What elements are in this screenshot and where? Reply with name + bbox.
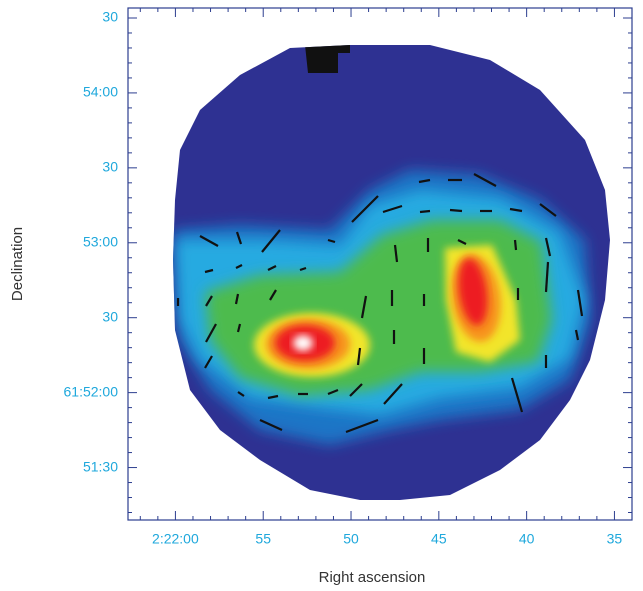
- intensity-map: [173, 45, 610, 500]
- plot-frame: [127, 7, 633, 521]
- y-tick-label: 30: [102, 159, 118, 175]
- x-tick-label: 40: [519, 531, 535, 547]
- y-axis-label: Declination: [9, 227, 26, 301]
- x-tick-label: 35: [607, 531, 623, 547]
- x-tick-label: 55: [255, 531, 271, 547]
- y-tick-label: 51:30: [83, 458, 118, 474]
- x-tick-label: 2:22:00: [152, 531, 199, 547]
- y-tick-label: 61:52:00: [64, 383, 119, 399]
- y-tick-label: 30: [102, 9, 118, 25]
- y-tick-label: 53:00: [83, 233, 118, 249]
- polarization-vectors: [176, 173, 584, 434]
- x-axis-label: Right ascension: [319, 569, 426, 586]
- y-tick-label: 30: [102, 308, 118, 324]
- x-tick-label: 50: [343, 531, 359, 547]
- x-tick-label: 45: [431, 531, 447, 547]
- y-tick-label: 54:00: [83, 84, 118, 100]
